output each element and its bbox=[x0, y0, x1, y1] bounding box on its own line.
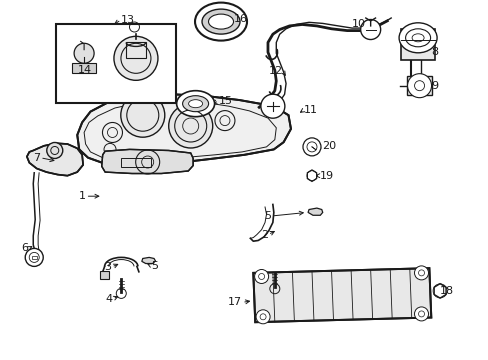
Ellipse shape bbox=[176, 91, 214, 117]
Text: 18: 18 bbox=[439, 286, 453, 296]
Polygon shape bbox=[433, 284, 445, 298]
Text: 11: 11 bbox=[304, 105, 318, 115]
Circle shape bbox=[47, 143, 62, 158]
Text: 7: 7 bbox=[33, 153, 40, 163]
Bar bbox=[56, 24, 176, 103]
Text: 10: 10 bbox=[351, 19, 365, 30]
Polygon shape bbox=[307, 208, 322, 215]
Bar bbox=[406, 76, 431, 95]
Circle shape bbox=[254, 270, 268, 283]
Text: 1: 1 bbox=[79, 191, 85, 201]
Polygon shape bbox=[27, 143, 83, 176]
Text: 16: 16 bbox=[233, 14, 247, 24]
Ellipse shape bbox=[195, 3, 246, 41]
Text: 12: 12 bbox=[268, 66, 282, 76]
Circle shape bbox=[407, 74, 431, 98]
Circle shape bbox=[414, 307, 427, 321]
Bar bbox=[100, 271, 108, 279]
Ellipse shape bbox=[202, 9, 240, 34]
Ellipse shape bbox=[208, 14, 233, 29]
Circle shape bbox=[114, 36, 158, 80]
Circle shape bbox=[121, 93, 164, 137]
Polygon shape bbox=[142, 257, 155, 264]
Text: 14: 14 bbox=[78, 65, 92, 75]
Text: 19: 19 bbox=[320, 171, 334, 181]
Text: 4: 4 bbox=[105, 294, 112, 304]
Circle shape bbox=[303, 138, 320, 156]
Text: 17: 17 bbox=[227, 297, 242, 307]
Polygon shape bbox=[102, 149, 193, 174]
Circle shape bbox=[360, 19, 380, 40]
Polygon shape bbox=[77, 94, 290, 166]
Text: 20: 20 bbox=[321, 141, 335, 151]
Circle shape bbox=[168, 104, 212, 148]
Ellipse shape bbox=[398, 23, 436, 53]
Ellipse shape bbox=[182, 96, 208, 112]
Text: 5: 5 bbox=[264, 211, 271, 221]
Ellipse shape bbox=[188, 100, 202, 108]
Bar bbox=[400, 29, 434, 60]
Text: 6: 6 bbox=[21, 243, 28, 253]
Text: 9: 9 bbox=[430, 81, 438, 91]
Circle shape bbox=[25, 248, 43, 266]
Bar bbox=[72, 63, 96, 73]
Text: 15: 15 bbox=[219, 96, 233, 106]
Circle shape bbox=[260, 94, 285, 118]
Bar bbox=[121, 158, 150, 167]
Polygon shape bbox=[306, 170, 316, 181]
Text: 13: 13 bbox=[121, 15, 135, 25]
Text: 2: 2 bbox=[260, 230, 267, 240]
Text: 3: 3 bbox=[104, 262, 111, 272]
Polygon shape bbox=[253, 268, 430, 322]
Text: 8: 8 bbox=[430, 47, 438, 57]
Circle shape bbox=[256, 310, 269, 324]
Text: 5: 5 bbox=[151, 261, 158, 271]
Circle shape bbox=[414, 266, 427, 280]
Circle shape bbox=[74, 43, 94, 63]
